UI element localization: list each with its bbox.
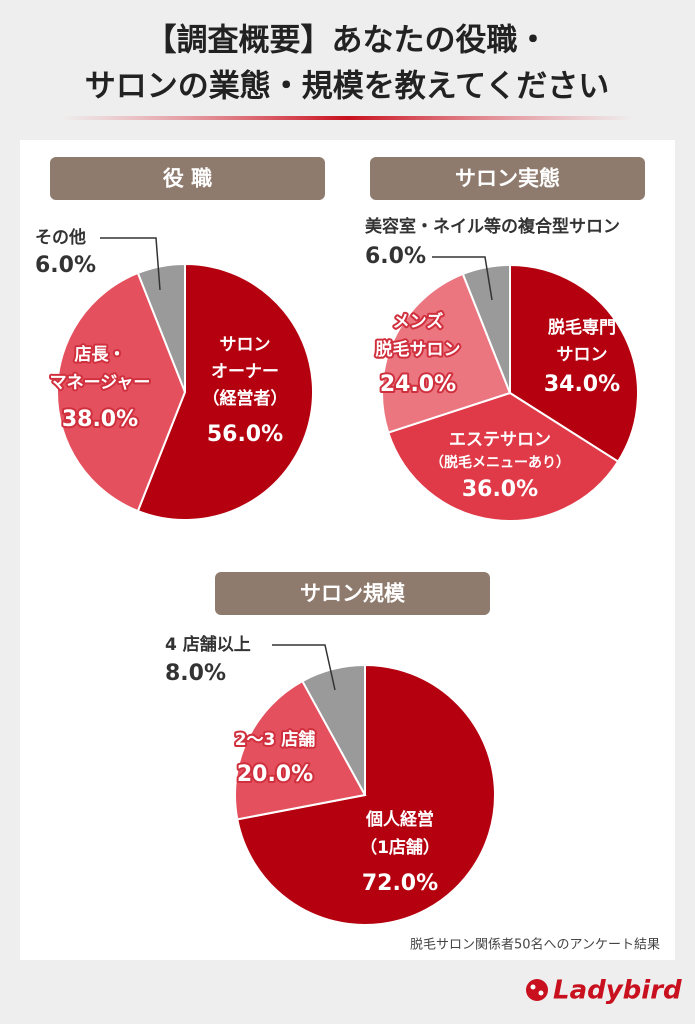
title-rule bbox=[60, 116, 635, 120]
chart-title: サロン規模 bbox=[300, 582, 406, 606]
pie-slice bbox=[56, 271, 187, 513]
chart-title-box bbox=[370, 157, 645, 200]
logo-icon bbox=[526, 979, 548, 1001]
slice-label: エステサロン bbox=[449, 430, 551, 450]
logo-dot bbox=[530, 984, 536, 990]
slice-label: メンズ bbox=[393, 311, 444, 332]
slice-label: 脱毛サロン bbox=[376, 339, 461, 360]
slice-label: （脱毛メニューあり） bbox=[430, 454, 570, 471]
page-title: 【調査概要】あなたの役職・ bbox=[146, 23, 549, 59]
pie-slice bbox=[136, 262, 186, 393]
leader-line bbox=[432, 256, 493, 301]
value-label: 6.0% bbox=[35, 253, 96, 278]
pie-slice bbox=[387, 391, 620, 522]
chart-title: サロン実態 bbox=[455, 167, 560, 191]
pie-slice bbox=[136, 262, 314, 521]
slice-label: 脱毛専門 bbox=[548, 317, 616, 338]
slice-label: 4 店舗以上 bbox=[165, 634, 251, 655]
pie-slice bbox=[301, 663, 366, 796]
footnote: 脱毛サロン関係者50名へのアンケート結果 bbox=[410, 937, 660, 953]
brand: Ladybird bbox=[553, 976, 682, 1006]
value-label: 72.0% bbox=[362, 871, 438, 896]
leader-line bbox=[100, 237, 161, 291]
logo-dot bbox=[538, 990, 544, 996]
value-label: 36.0% bbox=[462, 477, 538, 502]
slice-label: サロン bbox=[557, 345, 608, 365]
slice-label: 2〜3 店舗 bbox=[235, 729, 316, 750]
value-label: 8.0% bbox=[165, 661, 226, 686]
slice-label: （経営者） bbox=[203, 388, 288, 409]
value-label: 34.0% bbox=[544, 372, 620, 397]
slice-label: 店長・ bbox=[75, 344, 126, 365]
value-label: 38.0% bbox=[62, 407, 138, 432]
chart-title-box bbox=[50, 157, 325, 200]
value-label: 24.0% bbox=[380, 372, 456, 397]
logo: Ladybird bbox=[526, 976, 682, 1006]
slice-label: マネージャー bbox=[50, 373, 151, 393]
slice-label: （1店舗） bbox=[360, 837, 440, 858]
chart-title: 役 職 bbox=[163, 167, 212, 191]
chart-title-box bbox=[215, 572, 490, 615]
slice-label: オーナー bbox=[211, 362, 279, 382]
page-title: サロンの業態・規模を教えてください bbox=[85, 69, 610, 105]
slice-label: サロン bbox=[220, 335, 271, 355]
value-label: 6.0% bbox=[365, 244, 426, 269]
slice-label: 個人経営 bbox=[365, 809, 434, 830]
value-label: 56.0% bbox=[207, 422, 283, 447]
pie-slice bbox=[234, 679, 367, 821]
value-label: 20.0% bbox=[237, 762, 313, 787]
slice-label: 美容室・ネイル等の複合型サロン bbox=[365, 216, 620, 237]
leader-line bbox=[272, 644, 336, 691]
slice-label: その他 bbox=[35, 227, 86, 248]
